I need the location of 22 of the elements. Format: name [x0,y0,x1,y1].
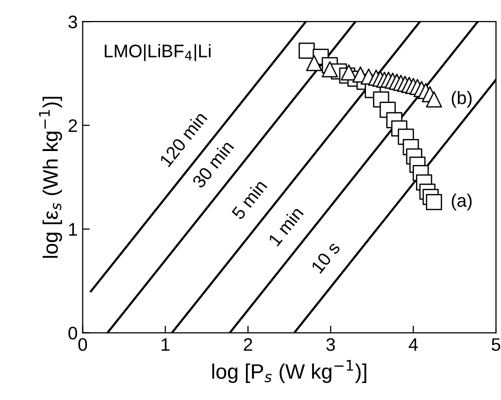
annotation: 10 s [310,240,341,274]
x-tick-label: 1 [162,338,170,351]
x-tick-label: 4 [408,338,418,351]
point [322,61,338,78]
x-tick-label: 3 [326,338,335,351]
x-tick-label: 5 [492,338,500,351]
x-tick-label: 2 [244,338,252,351]
y-tick-label: 2 [68,119,77,132]
y-tick-label: 0 [68,326,78,340]
x-axis-title: log [P$_{s}$ (W kg$^{−1}$)] [212,360,366,383]
annotation: LMO|LiBF$_{4}$|Li [104,44,211,62]
point [426,91,442,108]
annotation: (a) [452,194,472,211]
point [426,194,442,210]
x-tick-label: 0 [78,338,87,351]
y-axis-title: log [ε$_{s}$ (Wh kg$^{−1}$)] [39,96,62,258]
annotation: 1 min [268,206,304,247]
point [340,64,357,80]
annotation: (b) [452,90,472,108]
y-tick-label: 1 [69,223,77,236]
y-tick-label: 3 [68,16,78,28]
point [306,55,322,72]
